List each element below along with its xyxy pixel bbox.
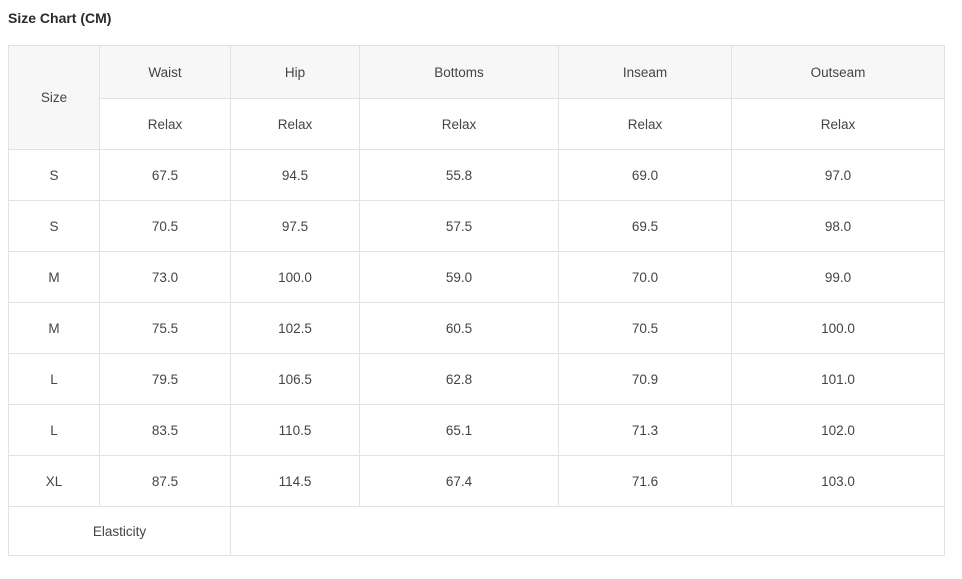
inseam-cell: 69.5	[558, 200, 732, 252]
waist-cell: 83.5	[99, 404, 231, 456]
subheader-cell-waist-relax: Relax	[99, 98, 231, 150]
size-cell: M	[8, 251, 100, 303]
bottoms-cell: 62.8	[359, 353, 559, 405]
size-cell: S	[8, 200, 100, 252]
subheader-cell-bottoms-relax: Relax	[359, 98, 559, 150]
waist-cell: 75.5	[99, 302, 231, 354]
hip-cell: 94.5	[230, 149, 360, 201]
size-chart-table: Size Waist Hip Bottoms Inseam Outseam Re…	[8, 45, 945, 556]
inseam-cell: 71.3	[558, 404, 732, 456]
bottoms-cell: 59.0	[359, 251, 559, 303]
outseam-cell: 101.0	[731, 353, 945, 405]
waist-cell: 67.5	[99, 149, 231, 201]
bottoms-cell: 65.1	[359, 404, 559, 456]
waist-cell: 87.5	[99, 455, 231, 507]
outseam-cell: 98.0	[731, 200, 945, 252]
bottoms-cell: 55.8	[359, 149, 559, 201]
header-cell-hip: Hip	[230, 45, 360, 99]
outseam-cell: 102.0	[731, 404, 945, 456]
size-cell: S	[8, 149, 100, 201]
outseam-cell: 103.0	[731, 455, 945, 507]
hip-cell: 97.5	[230, 200, 360, 252]
inseam-cell: 71.6	[558, 455, 732, 507]
hip-cell: 102.5	[230, 302, 360, 354]
header-cell-waist: Waist	[99, 45, 231, 99]
elasticity-label-cell: Elasticity	[8, 506, 231, 556]
hip-cell: 114.5	[230, 455, 360, 507]
outseam-cell: 97.0	[731, 149, 945, 201]
hip-cell: 106.5	[230, 353, 360, 405]
bottoms-cell: 60.5	[359, 302, 559, 354]
table-row: S 70.5 97.5 57.5 69.5 98.0	[8, 200, 945, 252]
bottoms-cell: 57.5	[359, 200, 559, 252]
inseam-cell: 70.5	[558, 302, 732, 354]
size-cell: M	[8, 302, 100, 354]
table-row: M 75.5 102.5 60.5 70.5 100.0	[8, 302, 945, 354]
subheader-cell-hip-relax: Relax	[230, 98, 360, 150]
header-cell-bottoms: Bottoms	[359, 45, 559, 99]
table-row: XL 87.5 114.5 67.4 71.6 103.0	[8, 455, 945, 507]
size-cell: XL	[8, 455, 100, 507]
header-cell-size: Size	[8, 45, 100, 150]
size-cell: L	[8, 404, 100, 456]
outseam-cell: 100.0	[731, 302, 945, 354]
table-row: L 79.5 106.5 62.8 70.9 101.0	[8, 353, 945, 405]
table-row: S 67.5 94.5 55.8 69.0 97.0	[8, 149, 945, 201]
inseam-cell: 70.9	[558, 353, 732, 405]
header-row-fit-type: Relax Relax Relax Relax Relax	[9, 98, 945, 150]
waist-cell: 79.5	[99, 353, 231, 405]
elasticity-value-cell	[230, 506, 945, 556]
inseam-cell: 69.0	[558, 149, 732, 201]
waist-cell: 73.0	[99, 251, 231, 303]
subheader-cell-outseam-relax: Relax	[731, 98, 945, 150]
elasticity-row: Elasticity	[8, 506, 945, 556]
header-cell-outseam: Outseam	[731, 45, 945, 99]
header-row-measurements: Size Waist Hip Bottoms Inseam Outseam	[8, 45, 945, 150]
hip-cell: 100.0	[230, 251, 360, 303]
bottoms-cell: 67.4	[359, 455, 559, 507]
table-row: M 73.0 100.0 59.0 70.0 99.0	[8, 251, 945, 303]
header-cell-inseam: Inseam	[558, 45, 732, 99]
size-cell: L	[8, 353, 100, 405]
subheader-cell-inseam-relax: Relax	[558, 98, 732, 150]
page-title: Size Chart (CM)	[8, 10, 112, 26]
hip-cell: 110.5	[230, 404, 360, 456]
outseam-cell: 99.0	[731, 251, 945, 303]
inseam-cell: 70.0	[558, 251, 732, 303]
table-row: L 83.5 110.5 65.1 71.3 102.0	[8, 404, 945, 456]
waist-cell: 70.5	[99, 200, 231, 252]
